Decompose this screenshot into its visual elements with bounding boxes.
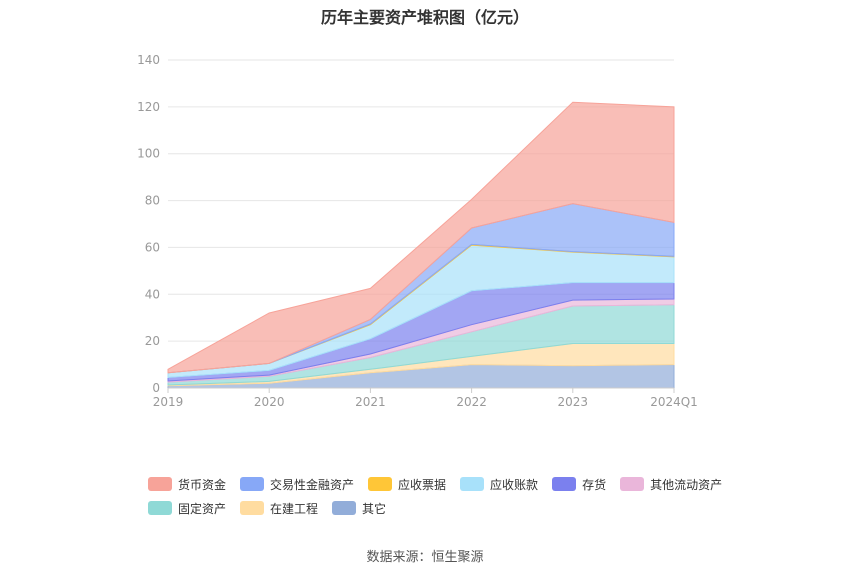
x-tick-label: 2020 xyxy=(254,395,285,409)
x-tick-label: 2019 xyxy=(153,395,184,409)
y-tick-label: 20 xyxy=(145,334,160,348)
y-tick-label: 100 xyxy=(137,147,160,161)
y-tick-label: 60 xyxy=(145,240,160,254)
chart-title: 历年主要资产堆积图（亿元） xyxy=(320,8,529,27)
legend-swatch xyxy=(368,477,393,491)
legend-swatch xyxy=(332,501,357,515)
legend-label: 货币资金 xyxy=(178,477,227,492)
stacked-area-chart: 0 20 40 60 80 100 120 140 2019 2020 2021 2022 2023 20… xyxy=(137,53,698,409)
legend-label: 其它 xyxy=(362,501,387,516)
legend-swatch xyxy=(552,477,577,491)
legend-item[interactable]: 货币资金 xyxy=(148,476,226,493)
x-tick-label: 2024Q1 xyxy=(650,395,698,409)
y-tick-label: 0 xyxy=(152,381,160,395)
legend-label: 应收票据 xyxy=(398,477,447,492)
legend-item[interactable]: 交易性金融资产 xyxy=(240,476,354,493)
legend-item[interactable]: 固定资产 xyxy=(148,500,226,517)
legend-row: 固定资产 在建工程 其它 xyxy=(148,496,748,520)
legend-swatch xyxy=(460,477,485,491)
legend-label: 应收账款 xyxy=(490,477,539,492)
legend-item[interactable]: 其它 xyxy=(332,500,386,517)
legend-row: 货币资金 交易性金融资产 应收票据 应收账款 存货 其他流动资产 xyxy=(148,472,748,496)
legend-item[interactable]: 应收票据 xyxy=(368,476,446,493)
x-tick-label: 2022 xyxy=(456,395,487,409)
legend-swatch xyxy=(620,477,645,491)
legend-swatch xyxy=(240,477,265,491)
legend-item[interactable]: 存货 xyxy=(552,476,606,493)
axes: 0 20 40 60 80 100 120 140 2019 2020 2021 2022 2023 20… xyxy=(137,53,698,409)
data-source: 数据来源：恒生聚源 xyxy=(366,550,484,565)
legend-label: 交易性金融资产 xyxy=(270,477,355,492)
area-series-8 xyxy=(167,101,675,374)
legend: 货币资金 交易性金融资产 应收票据 应收账款 存货 其他流动资产固定资产 在建工程 其它 xyxy=(148,472,748,520)
legend-label: 其他流动资产 xyxy=(650,477,723,492)
legend-item[interactable]: 在建工程 xyxy=(240,500,318,517)
y-tick-label: 80 xyxy=(145,194,160,208)
legend-swatch xyxy=(148,501,172,515)
legend-item[interactable]: 其他流动资产 xyxy=(620,476,722,493)
x-tick-label: 2023 xyxy=(558,395,589,409)
y-tick-label: 40 xyxy=(145,287,160,301)
area-series xyxy=(167,101,675,389)
legend-label: 固定资产 xyxy=(178,501,227,516)
y-tick-label: 140 xyxy=(137,53,160,67)
x-tick-label: 2021 xyxy=(355,395,386,409)
legend-item[interactable]: 应收账款 xyxy=(460,476,538,493)
legend-swatch xyxy=(240,501,265,515)
legend-label: 存货 xyxy=(582,477,607,492)
legend-label: 在建工程 xyxy=(270,501,319,516)
legend-swatch xyxy=(148,477,172,491)
y-tick-label: 120 xyxy=(137,100,160,114)
